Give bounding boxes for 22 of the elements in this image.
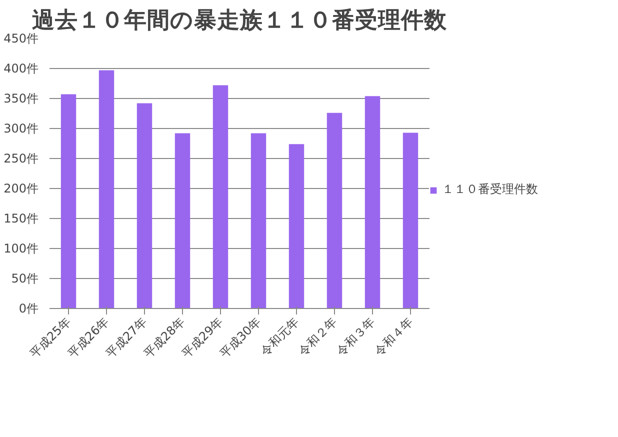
y-tick-label: 350件: [4, 92, 38, 106]
y-tick-label: 300件: [4, 122, 38, 136]
chart-title: 過去１０年間の暴走族１１０番受理件数: [32, 8, 448, 34]
legend-label: １１０番受理件数: [442, 181, 538, 198]
y-tick-label: 450件: [4, 32, 38, 46]
bar: [250, 133, 266, 308]
y-tick-label: 50件: [11, 272, 39, 286]
y-tick-label: 200件: [4, 182, 38, 196]
bar: [212, 85, 228, 308]
bar: [136, 103, 152, 308]
y-tick-label: 250件: [4, 152, 38, 166]
bar: [60, 94, 76, 308]
bar: [364, 96, 380, 308]
y-tick-label: 150件: [4, 212, 38, 226]
bar: [98, 70, 114, 308]
bar: [326, 112, 342, 308]
bar: [174, 133, 190, 308]
y-tick-label: 100件: [4, 242, 38, 256]
y-tick-label: 0件: [18, 302, 39, 316]
bar: [288, 144, 304, 308]
y-tick-label: 400件: [4, 62, 38, 76]
bar: [402, 132, 418, 308]
